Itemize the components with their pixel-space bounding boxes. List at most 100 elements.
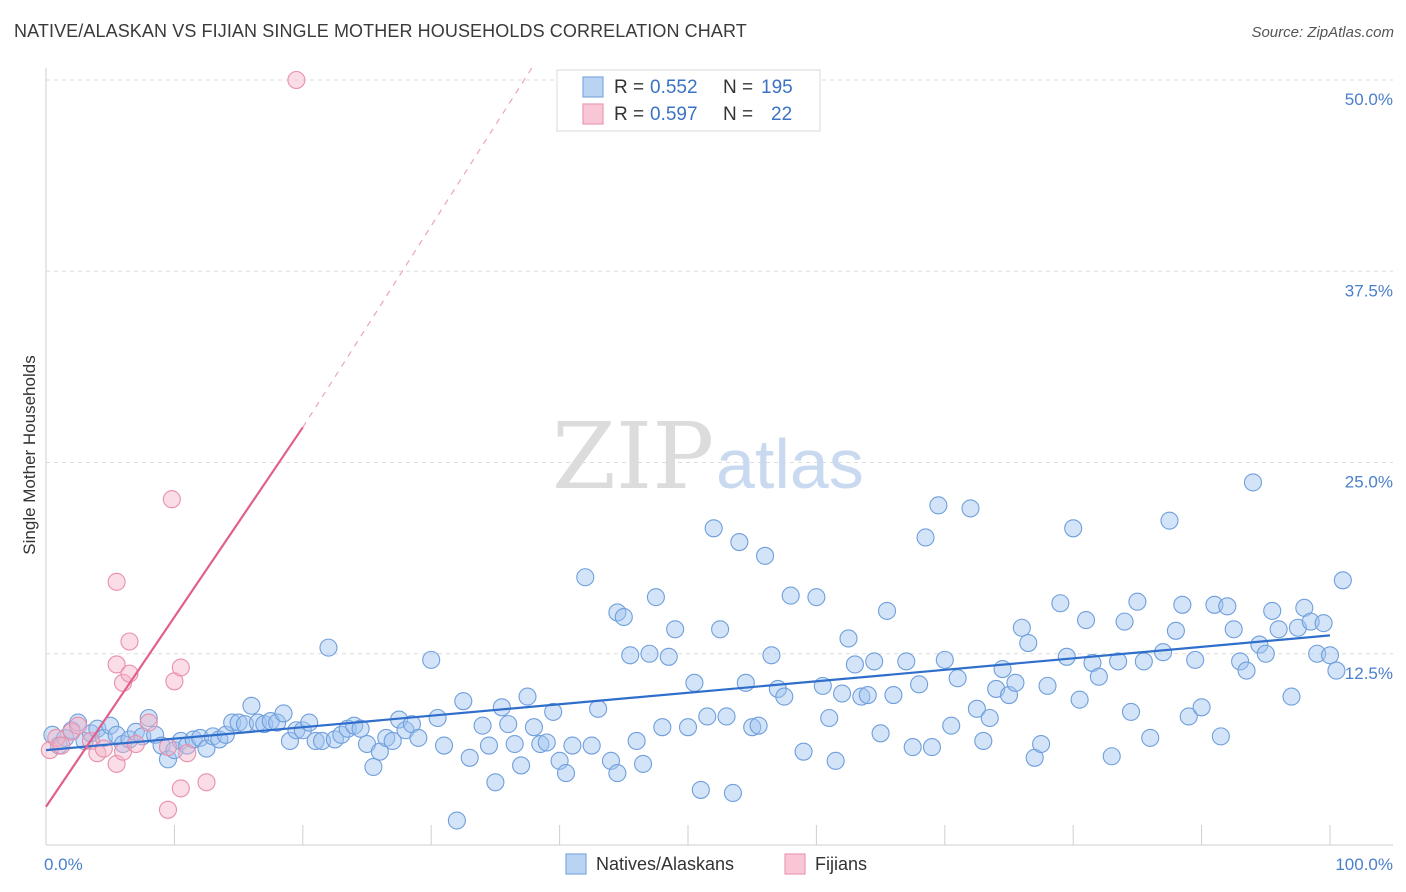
native-point-83 — [608, 603, 627, 622]
native-point-74 — [537, 733, 556, 752]
native-point-71 — [518, 687, 537, 706]
native-point-136 — [974, 731, 993, 751]
native-point-106 — [755, 546, 775, 565]
native-point-62 — [454, 692, 473, 711]
native-point-109 — [775, 687, 794, 706]
native-point-141 — [1006, 673, 1025, 692]
fijian-point-21 — [171, 779, 190, 798]
native-point-69 — [505, 734, 524, 754]
bottom-legend-fijians: Fijians — [815, 854, 867, 874]
native-point-35 — [268, 713, 287, 732]
native-point-80 — [582, 736, 601, 755]
fijian-point-12 — [107, 572, 126, 591]
native-point-150 — [1070, 690, 1089, 709]
native-point-127 — [910, 675, 929, 694]
native-point-162 — [1160, 511, 1179, 530]
native-point-95 — [685, 673, 704, 692]
source-label: Source: ZipAtlas.com — [1251, 24, 1394, 41]
native-point-170 — [1218, 597, 1237, 616]
native-point-167 — [1192, 698, 1211, 717]
trend-lines — [45, 64, 1331, 808]
native-point-117 — [839, 629, 858, 648]
native-point-111 — [794, 742, 813, 761]
native-point-134 — [961, 499, 980, 518]
axes — [45, 68, 1393, 846]
native-point-65 — [479, 736, 499, 755]
native-point-59 — [428, 708, 447, 728]
native-point-81 — [589, 699, 608, 718]
native-point-44 — [325, 730, 344, 749]
legend-r-value-1: 0.552 — [650, 77, 698, 98]
native-point-115 — [826, 751, 845, 770]
native-point-89 — [640, 644, 659, 663]
native-point-130 — [929, 496, 948, 515]
native-point-125 — [897, 652, 916, 671]
native-point-166 — [1186, 650, 1205, 669]
grid — [46, 79, 1393, 655]
fijian-point-4 — [69, 716, 88, 735]
legend-r-value-2: 0.597 — [650, 104, 698, 125]
native-point-77 — [556, 764, 576, 783]
native-point-67 — [492, 698, 511, 717]
native-point-110 — [781, 586, 800, 605]
fijian-point-20 — [158, 800, 178, 819]
native-point-114 — [820, 708, 839, 728]
native-point-133 — [948, 669, 967, 688]
native-point-112 — [807, 588, 826, 607]
fijian-point-7 — [94, 739, 113, 758]
native-point-87 — [627, 731, 646, 751]
native-point-184 — [1314, 614, 1333, 633]
legend-box: R = 0.552 N = 195 R = 0.597 N = 22 — [556, 69, 821, 132]
legend-n-value-2: 22 — [771, 104, 792, 125]
native-point-121 — [865, 652, 884, 671]
native-point-186 — [1327, 661, 1346, 680]
y-tick-label-0: 12.5% — [1345, 664, 1393, 683]
native-point-174 — [1243, 473, 1263, 492]
native-point-143 — [1019, 633, 1038, 653]
native-point-86 — [621, 646, 640, 665]
y-tick-label-2: 37.5% — [1345, 281, 1393, 300]
native-point-179 — [1282, 687, 1301, 706]
fijian-point-14 — [120, 632, 139, 651]
y-tick-label-1: 25.0% — [1345, 473, 1393, 492]
legend-n-label-2: N = — [723, 104, 753, 125]
legend-r-label-2: R = — [614, 104, 644, 125]
bottom-legend: Natives/Alaskans Fijians — [565, 853, 867, 875]
data-points — [40, 70, 1352, 830]
native-point-177 — [1263, 601, 1282, 620]
native-point-148 — [1057, 647, 1076, 666]
native-point-31 — [242, 696, 261, 715]
native-point-73 — [531, 734, 550, 754]
native-point-142 — [1012, 618, 1031, 637]
native-point-124 — [884, 686, 903, 705]
native-point-92 — [659, 647, 678, 666]
native-point-85 — [614, 607, 633, 627]
native-point-123 — [877, 601, 897, 620]
native-point-135 — [967, 699, 986, 718]
native-point-187 — [1333, 571, 1352, 590]
native-point-119 — [852, 687, 871, 706]
native-point-156 — [1115, 612, 1134, 631]
native-point-164 — [1173, 595, 1192, 614]
native-point-107 — [762, 646, 781, 665]
fijian-point-25 — [287, 70, 306, 90]
native-point-94 — [678, 718, 698, 737]
native-point-78 — [563, 736, 582, 755]
bottom-legend-swatch-fijians — [784, 853, 806, 875]
x-tick-label-0: 0.0% — [44, 855, 83, 874]
native-point-171 — [1224, 620, 1243, 639]
y-tick-labels: 12.5% 25.0% 37.5% 50.0% — [1345, 90, 1393, 683]
native-point-137 — [980, 708, 999, 728]
native-trend-line — [45, 634, 1331, 752]
watermark-zip: ZIP — [552, 403, 714, 510]
bottom-legend-natives: Natives/Alaskans — [596, 854, 734, 874]
native-point-37 — [280, 731, 300, 751]
native-point-160 — [1141, 728, 1160, 747]
native-point-122 — [871, 724, 890, 743]
native-point-165 — [1179, 707, 1198, 726]
native-point-101 — [723, 783, 742, 803]
fijian-trend-line — [45, 426, 304, 808]
native-point-159 — [1134, 652, 1153, 671]
fijian-point-23 — [197, 773, 216, 792]
fijian-trend-extension — [302, 64, 535, 428]
